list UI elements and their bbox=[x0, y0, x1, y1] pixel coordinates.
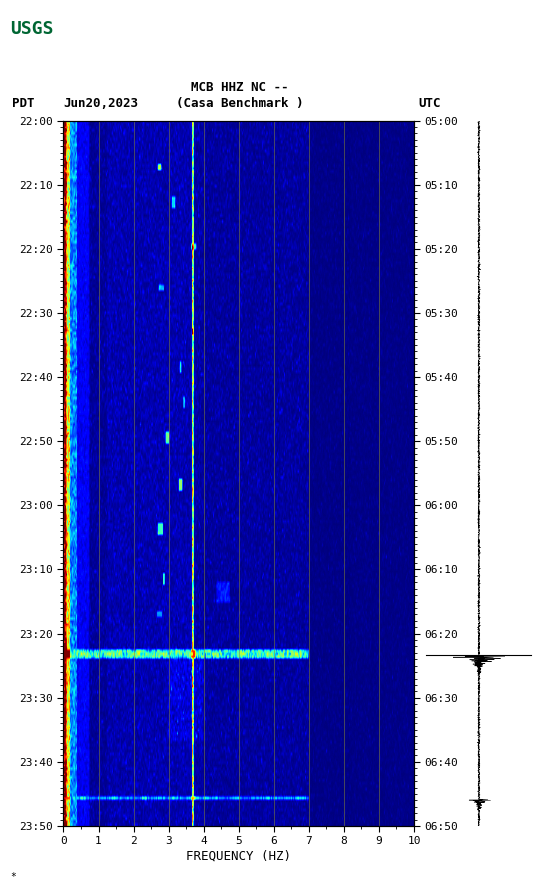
Text: PDT: PDT bbox=[12, 96, 35, 110]
Text: MCB HHZ NC --: MCB HHZ NC -- bbox=[192, 80, 289, 94]
Text: (Casa Benchmark ): (Casa Benchmark ) bbox=[177, 96, 304, 110]
Text: UTC: UTC bbox=[418, 96, 441, 110]
Text: Jun20,2023: Jun20,2023 bbox=[63, 96, 139, 110]
Text: USGS: USGS bbox=[10, 20, 54, 38]
Text: *: * bbox=[10, 872, 16, 882]
X-axis label: FREQUENCY (HZ): FREQUENCY (HZ) bbox=[186, 849, 291, 863]
